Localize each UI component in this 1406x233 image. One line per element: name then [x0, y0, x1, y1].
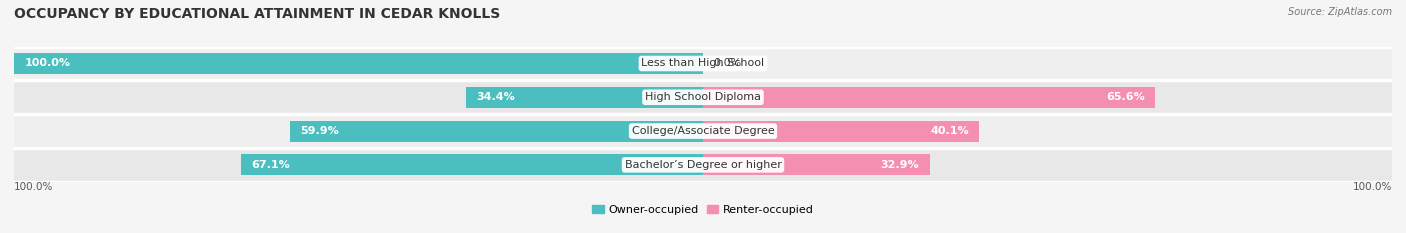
Text: 34.4%: 34.4%: [477, 92, 515, 102]
Text: Less than High School: Less than High School: [641, 58, 765, 69]
Bar: [14, 114, 1392, 148]
Text: 65.6%: 65.6%: [1107, 92, 1144, 102]
Text: 40.1%: 40.1%: [931, 126, 969, 136]
Bar: [14, 53, 703, 74]
Bar: [14, 148, 1392, 182]
Text: 67.1%: 67.1%: [252, 160, 290, 170]
Text: 0.0%: 0.0%: [713, 58, 741, 69]
Text: OCCUPANCY BY EDUCATIONAL ATTAINMENT IN CEDAR KNOLLS: OCCUPANCY BY EDUCATIONAL ATTAINMENT IN C…: [14, 7, 501, 21]
Text: Source: ZipAtlas.com: Source: ZipAtlas.com: [1288, 7, 1392, 17]
Text: 32.9%: 32.9%: [880, 160, 920, 170]
Text: 100.0%: 100.0%: [1353, 182, 1392, 192]
Bar: [14, 80, 1392, 114]
Bar: [465, 87, 703, 108]
Bar: [703, 121, 979, 141]
Text: 100.0%: 100.0%: [14, 182, 53, 192]
Text: College/Associate Degree: College/Associate Degree: [631, 126, 775, 136]
Bar: [703, 154, 929, 175]
Text: Bachelor’s Degree or higher: Bachelor’s Degree or higher: [624, 160, 782, 170]
Bar: [240, 154, 703, 175]
Bar: [290, 121, 703, 141]
Text: High School Diploma: High School Diploma: [645, 92, 761, 102]
Bar: [703, 87, 1154, 108]
Bar: [14, 47, 1392, 80]
Text: 59.9%: 59.9%: [301, 126, 339, 136]
Text: 100.0%: 100.0%: [24, 58, 70, 69]
Legend: Owner-occupied, Renter-occupied: Owner-occupied, Renter-occupied: [588, 200, 818, 219]
